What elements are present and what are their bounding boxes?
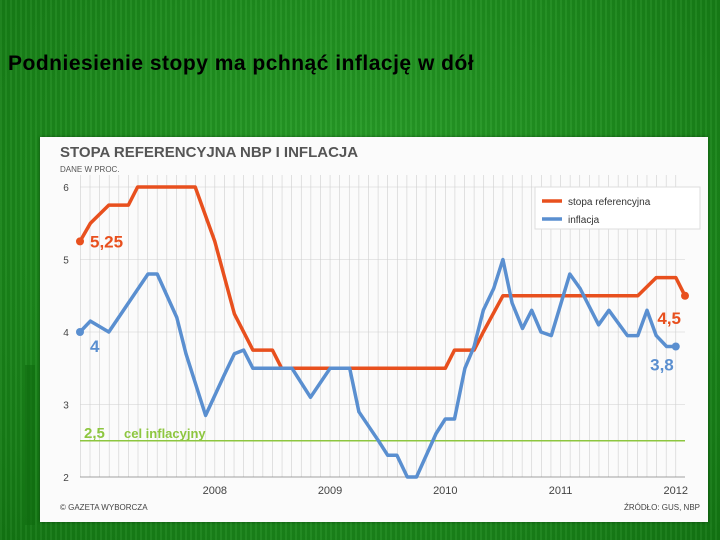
line-chart: STOPA REFERENCYJNA NBP I INFLACJA DANE W…	[60, 144, 701, 512]
series-end-point	[671, 342, 680, 351]
series-line-stopa-referencyjna	[78, 185, 687, 371]
series-end-point	[681, 291, 689, 300]
footer-source-right: ŹRÓDŁO: GUS, NBP	[624, 503, 700, 512]
y-tick-label: 3	[63, 401, 69, 412]
y-tick-label: 2	[63, 473, 69, 484]
legend-label: stopa referencyjna	[568, 197, 651, 208]
chart-title: STOPA REFERENCYJNA NBP I INFLACJA	[60, 144, 358, 161]
legend-label: inflacja	[568, 215, 600, 226]
series-start-point	[76, 237, 84, 246]
y-tick-label: 6	[63, 183, 69, 194]
x-axis: 2008 2009 2010 2011 2012	[80, 476, 688, 497]
target-text-label: cel inflacyjny	[124, 426, 206, 441]
series-start-point	[76, 328, 84, 336]
x-tick-label: 2010	[433, 485, 457, 497]
target-line: 2,5 cel inflacyjny	[80, 425, 685, 442]
footer-source-left: © GAZETA WYBORCZA	[60, 503, 148, 512]
chart-panel: STOPA REFERENCYJNA NBP I INFLACJA DANE W…	[40, 137, 708, 522]
y-tick-label: 4	[63, 328, 69, 339]
series-line-inflacja	[78, 257, 676, 479]
series-lines	[76, 185, 689, 479]
y-tick-label: 5	[63, 256, 69, 267]
y-axis: 2 3 4 5 6	[63, 183, 69, 484]
x-tick-label: 2009	[318, 485, 342, 497]
annotations: 5,25 4 4,5 3,8	[90, 232, 681, 374]
annotation-label: 5,25	[90, 232, 123, 251]
legend-box	[534, 186, 701, 230]
x-tick-label: 2011	[549, 485, 573, 497]
legend: stopa referencyjna inflacja	[534, 186, 701, 230]
decorative-bar	[25, 365, 35, 525]
slide-title: Podniesienie stopy ma pchnąć inflację w …	[8, 52, 475, 75]
annotation-label: 4	[90, 337, 100, 356]
x-tick-label: 2012	[664, 485, 688, 497]
target-value-label: 2,5	[84, 425, 105, 442]
annotation-label: 3,8	[650, 356, 674, 375]
chart-subtitle: DANE W PROC.	[60, 165, 120, 174]
x-tick-label: 2008	[203, 485, 227, 497]
annotation-label: 4,5	[657, 309, 681, 328]
